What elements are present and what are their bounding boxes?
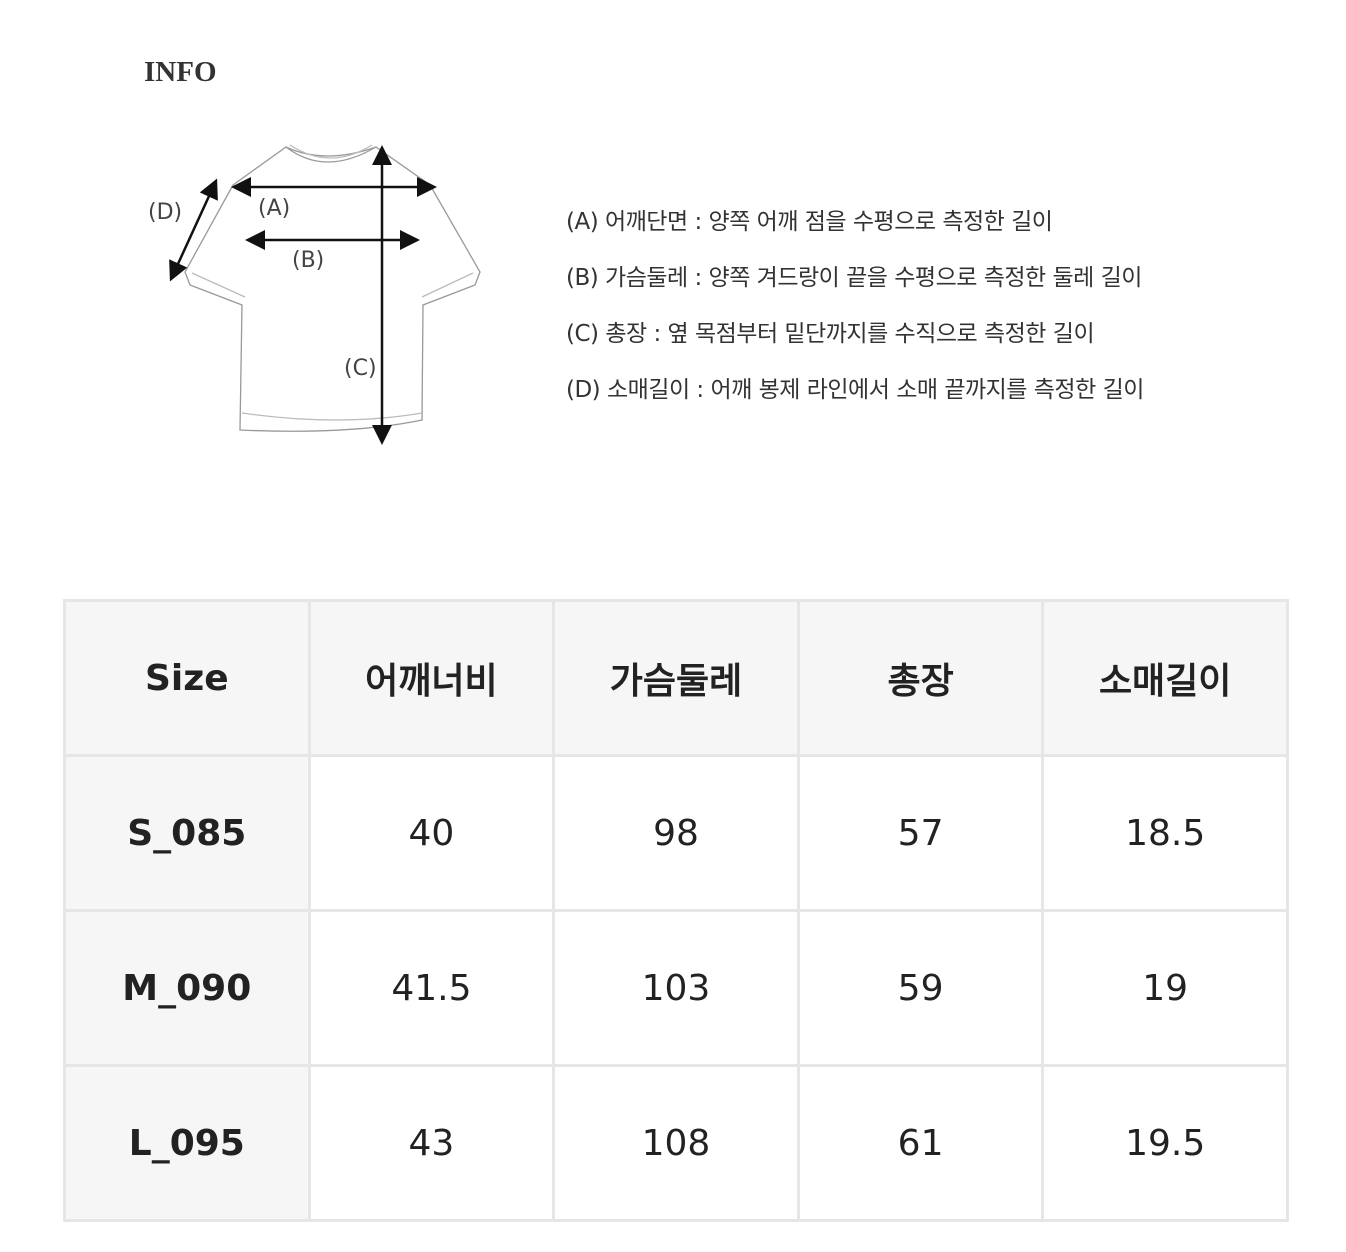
header-chest: 가슴둘레 (552, 599, 800, 757)
chest-cell: 103 (552, 909, 800, 1067)
info-title: INFO (144, 56, 217, 88)
shoulder-cell: 41.5 (307, 909, 556, 1067)
legend-item-c: (C) 총장 : 옆 목점부터 밑단까지를 수직으로 측정한 길이 (566, 321, 1095, 347)
label-d: (D) (148, 200, 182, 225)
size-table: Size 어깨너비 가슴둘레 총장 소매길이 S_085 40 98 57 18… (63, 599, 1289, 1222)
shoulder-cell: 40 (307, 754, 556, 912)
label-b: (B) (292, 248, 324, 273)
sleeve-cell: 19.5 (1041, 1064, 1289, 1222)
measurement-legend: (A) 어깨단면 : 양쪽 어깨 점을 수평으로 측정한 길이 (B) 가슴둘레… (566, 194, 1144, 418)
size-cell: L_095 (63, 1064, 311, 1222)
sleeve-cell: 19 (1041, 909, 1289, 1067)
shoulder-cell: 43 (307, 1064, 556, 1222)
length-cell: 61 (796, 1064, 1045, 1222)
length-cell: 57 (796, 754, 1045, 912)
header-shoulder: 어깨너비 (307, 599, 556, 757)
length-cell: 59 (796, 909, 1045, 1067)
header-size: Size (63, 599, 311, 757)
sleeve-cell: 18.5 (1041, 754, 1289, 912)
table-header-row: Size 어깨너비 가슴둘레 총장 소매길이 (63, 599, 1289, 757)
size-cell: S_085 (63, 754, 311, 912)
size-cell: M_090 (63, 909, 311, 1067)
table-row: L_095 43 108 61 19.5 (63, 1064, 1289, 1222)
chest-cell: 108 (552, 1064, 800, 1222)
label-c: (C) (344, 356, 377, 381)
legend-item-a: (A) 어깨단면 : 양쪽 어깨 점을 수평으로 측정한 길이 (566, 209, 1053, 235)
tshirt-measurement-diagram: (A) (B) (C) (D) (148, 144, 481, 445)
measurement-arrows (169, 145, 437, 445)
legend-item-d: (D) 소매길이 : 어깨 봉제 라인에서 소매 끝까지를 측정한 길이 (566, 377, 1144, 403)
header-sleeve: 소매길이 (1041, 599, 1289, 757)
table-row: S_085 40 98 57 18.5 (63, 754, 1289, 912)
legend-item-b: (B) 가슴둘레 : 양쪽 겨드랑이 끝을 수평으로 측정한 둘레 길이 (566, 265, 1142, 291)
label-a: (A) (258, 196, 290, 221)
chest-cell: 98 (552, 754, 800, 912)
table-row: M_090 41.5 103 59 19 (63, 909, 1289, 1067)
header-length: 총장 (796, 599, 1045, 757)
